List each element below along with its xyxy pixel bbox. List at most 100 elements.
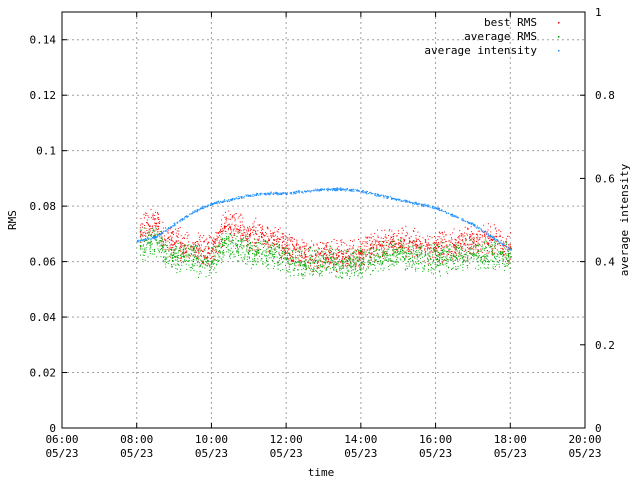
data-point — [302, 257, 304, 259]
data-point — [282, 193, 284, 195]
data-point — [441, 239, 443, 241]
data-point — [384, 251, 386, 252]
data-point — [295, 245, 297, 247]
data-point — [190, 245, 191, 247]
data-point — [159, 221, 161, 223]
data-point — [478, 227, 480, 229]
data-point — [471, 239, 473, 241]
data-point — [248, 257, 250, 259]
data-point — [360, 261, 363, 264]
data-point — [217, 232, 219, 233]
data-point — [466, 234, 468, 236]
data-point — [360, 252, 362, 254]
data-point — [166, 247, 168, 249]
data-point — [419, 248, 421, 250]
data-point — [319, 259, 321, 261]
data-point — [464, 220, 466, 222]
data-point — [212, 259, 214, 261]
data-point — [214, 256, 216, 258]
data-point — [362, 268, 364, 270]
data-point — [375, 239, 377, 241]
data-point — [477, 228, 479, 230]
data-point — [442, 242, 444, 244]
data-point — [158, 225, 159, 227]
data-point — [279, 238, 281, 240]
data-point — [408, 263, 410, 265]
data-point — [156, 244, 158, 246]
data-point — [494, 235, 496, 237]
data-point — [394, 245, 396, 247]
data-point — [416, 238, 418, 240]
data-point — [341, 258, 343, 260]
data-point — [179, 271, 181, 273]
data-point — [221, 259, 223, 261]
data-point — [242, 235, 244, 236]
data-point — [449, 259, 451, 261]
data-point — [437, 258, 439, 260]
data-point — [439, 275, 441, 277]
data-point — [397, 248, 399, 250]
data-point — [282, 242, 283, 243]
data-point — [193, 254, 195, 256]
data-point — [342, 264, 344, 266]
data-point — [304, 254, 306, 255]
data-point — [344, 256, 346, 258]
data-point — [147, 256, 149, 258]
data-point — [267, 241, 269, 243]
data-point — [293, 259, 295, 261]
data-point — [345, 265, 347, 267]
data-point — [325, 257, 327, 259]
data-point — [162, 238, 163, 240]
data-point — [424, 262, 426, 264]
data-point — [432, 208, 434, 209]
data-point — [469, 247, 471, 249]
data-point — [370, 247, 372, 249]
data-point — [272, 251, 274, 253]
data-point — [502, 255, 504, 257]
data-point — [180, 221, 182, 223]
data-point — [360, 270, 362, 272]
data-point — [356, 259, 358, 261]
data-point — [400, 249, 402, 251]
data-point — [470, 222, 472, 224]
data-point — [253, 225, 255, 227]
data-point — [482, 231, 484, 233]
data-point — [214, 267, 216, 269]
data-point — [431, 244, 433, 246]
data-point — [482, 262, 483, 264]
data-point — [449, 258, 451, 260]
data-point — [270, 257, 272, 259]
data-point — [192, 258, 195, 261]
data-point — [473, 233, 475, 235]
data-point — [366, 241, 368, 243]
data-point — [263, 254, 265, 256]
data-point — [229, 256, 231, 258]
data-point — [308, 248, 310, 249]
data-point — [439, 254, 441, 256]
data-point — [304, 275, 306, 277]
data-point — [173, 225, 175, 227]
data-point — [147, 238, 149, 240]
data-point — [220, 230, 222, 232]
data-point — [472, 248, 474, 250]
data-point — [287, 252, 289, 254]
data-point — [443, 251, 444, 253]
data-point — [243, 240, 245, 242]
data-point — [331, 249, 333, 250]
data-point — [150, 234, 152, 236]
data-point — [418, 238, 420, 240]
data-point — [295, 191, 297, 193]
data-point — [498, 256, 500, 258]
data-point — [336, 258, 338, 260]
data-point — [342, 266, 344, 268]
data-point — [180, 256, 182, 258]
data-point — [416, 243, 418, 245]
data-point — [290, 239, 292, 241]
data-point — [498, 240, 500, 242]
data-point — [147, 215, 149, 217]
data-point — [165, 258, 167, 260]
data-point — [216, 237, 218, 239]
data-point — [464, 232, 465, 234]
data-point — [198, 276, 199, 278]
data-point — [477, 251, 478, 253]
